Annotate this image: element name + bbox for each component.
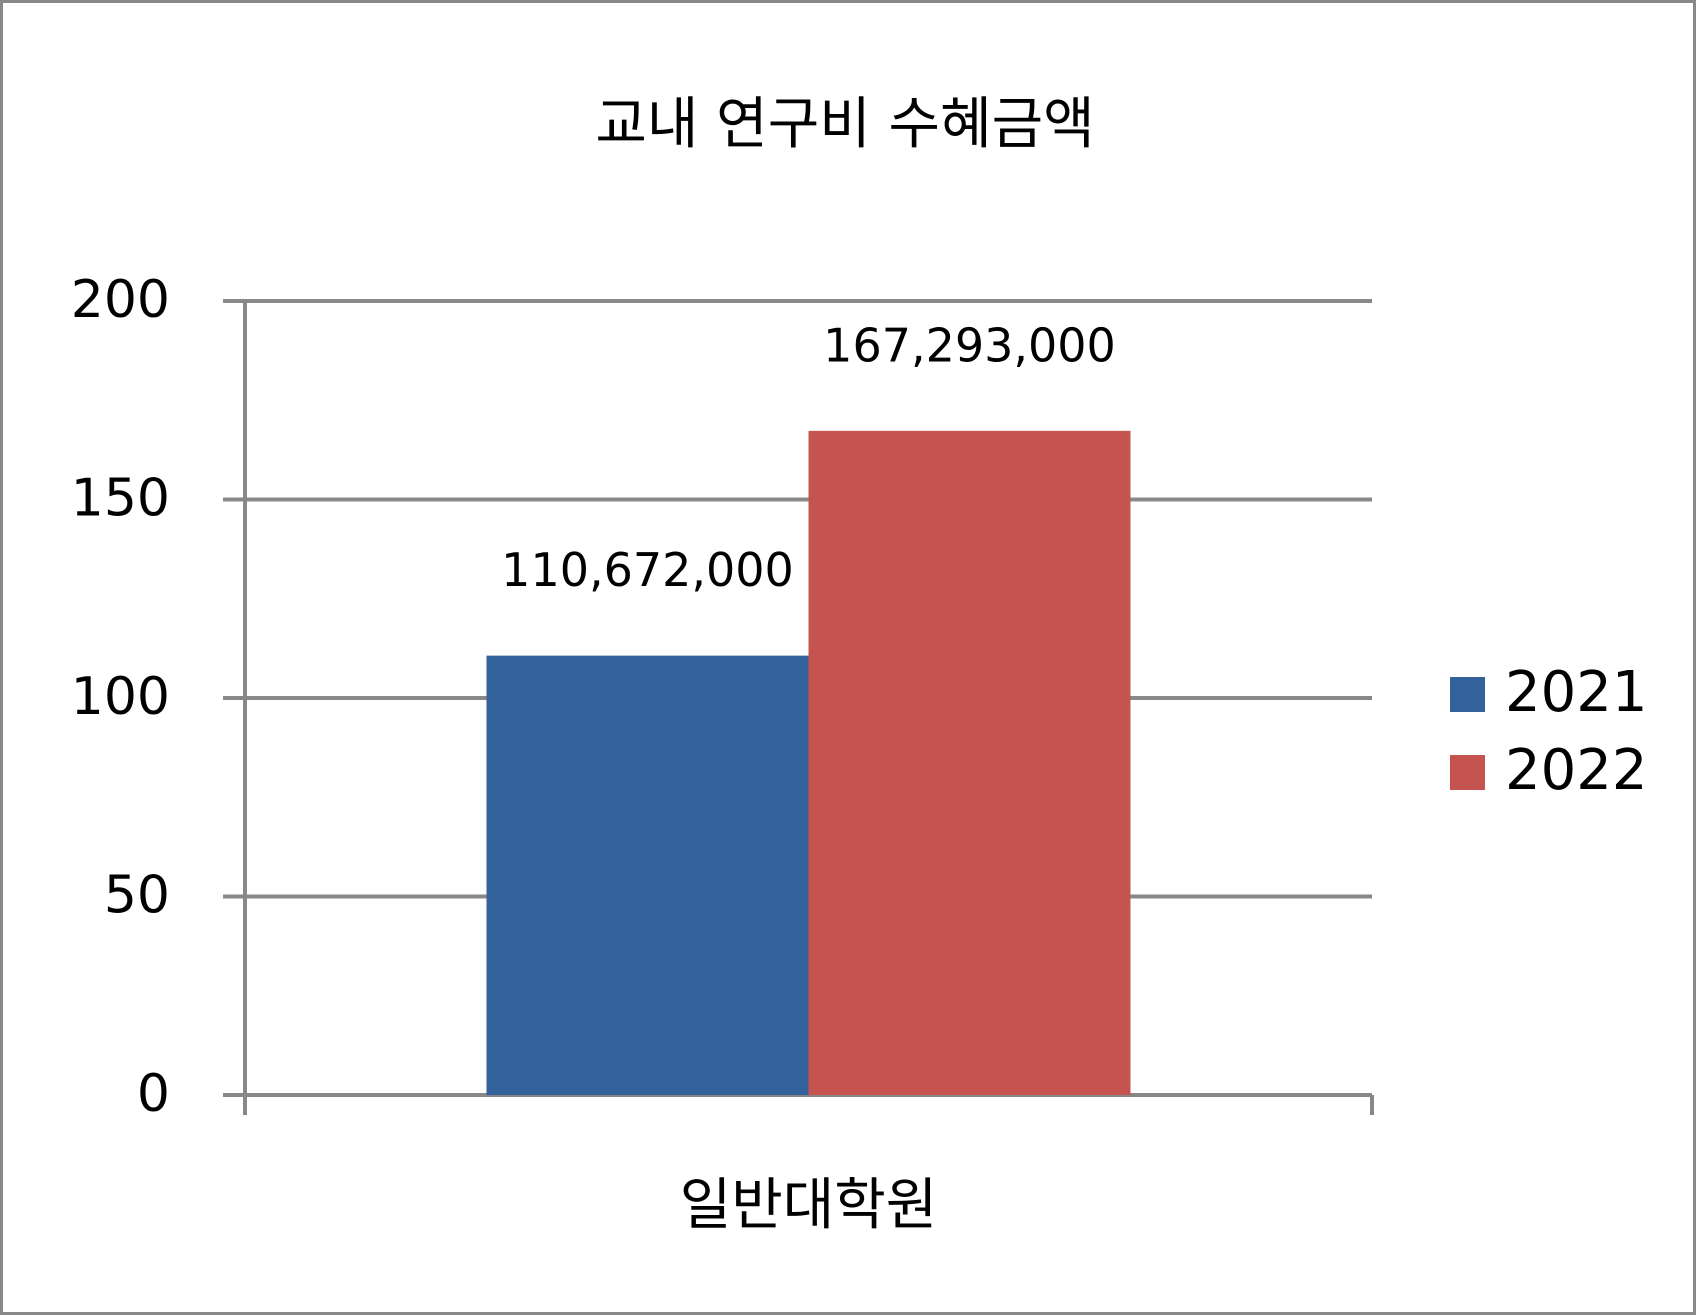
data-label: 167,293,000: [823, 318, 1116, 372]
legend-label: 2022: [1505, 738, 1648, 803]
y-tick-label: 50: [104, 866, 170, 926]
y-tick-label: 100: [71, 667, 170, 727]
chart-title: 교내 연구비 수혜금액: [595, 92, 1094, 157]
y-tick-label: 150: [71, 469, 170, 529]
bar: [486, 655, 809, 1095]
data-label: 110,672,000: [501, 543, 794, 597]
y-tick-label: 200: [71, 270, 170, 330]
x-tick-label: 일반대학원: [680, 1173, 938, 1238]
bar: [808, 430, 1131, 1095]
legend-swatch: [1450, 677, 1485, 712]
y-tick-label: 0: [137, 1064, 170, 1124]
legend-swatch: [1450, 755, 1485, 790]
legend-label: 2021: [1505, 660, 1648, 725]
